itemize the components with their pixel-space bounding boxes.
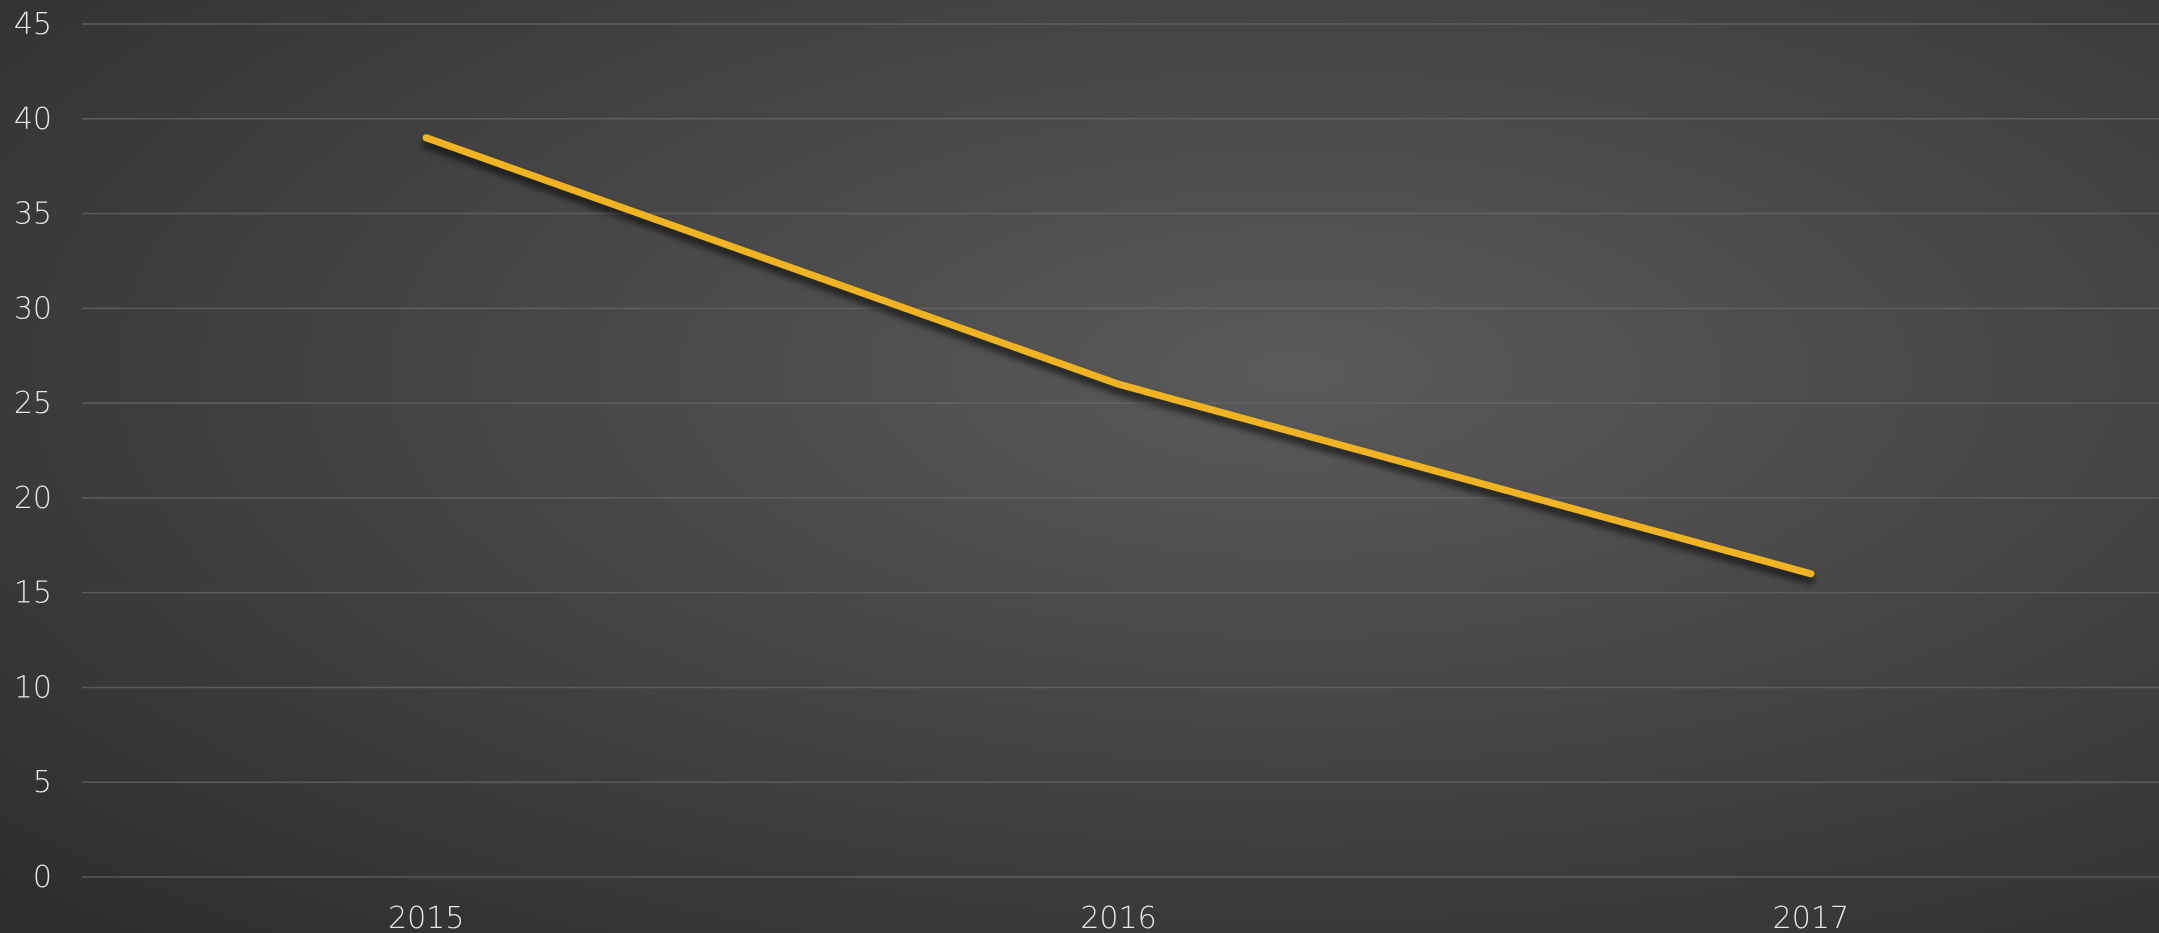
y-tick-label: 25 [14,386,52,421]
x-tick-label: 2015 [388,901,464,933]
data-point-2015 [422,134,430,142]
x-axis-tick-labels: 2015 2016 2017 [388,901,1849,933]
x-tick-label: 2017 [1773,901,1849,933]
y-tick-label: 5 [33,765,52,800]
gridlines [82,23,2159,878]
y-tick-label: 35 [14,197,52,232]
data-point-2016 [1115,380,1122,388]
series-line-0 [422,134,1815,578]
y-tick-label: 10 [14,670,52,705]
y-tick-label: 30 [14,291,52,326]
y-tick-label: 0 [33,860,52,895]
y-tick-label: 20 [14,481,52,516]
data-point-2017 [1807,570,1815,578]
y-axis-tick-labels: 0 5 10 15 20 25 30 35 40 45 [14,7,52,895]
y-tick-label: 40 [14,102,52,137]
y-tick-label: 45 [14,7,52,42]
x-tick-label: 2016 [1080,901,1156,933]
y-tick-label: 15 [14,576,52,611]
series-layer [422,134,1815,578]
